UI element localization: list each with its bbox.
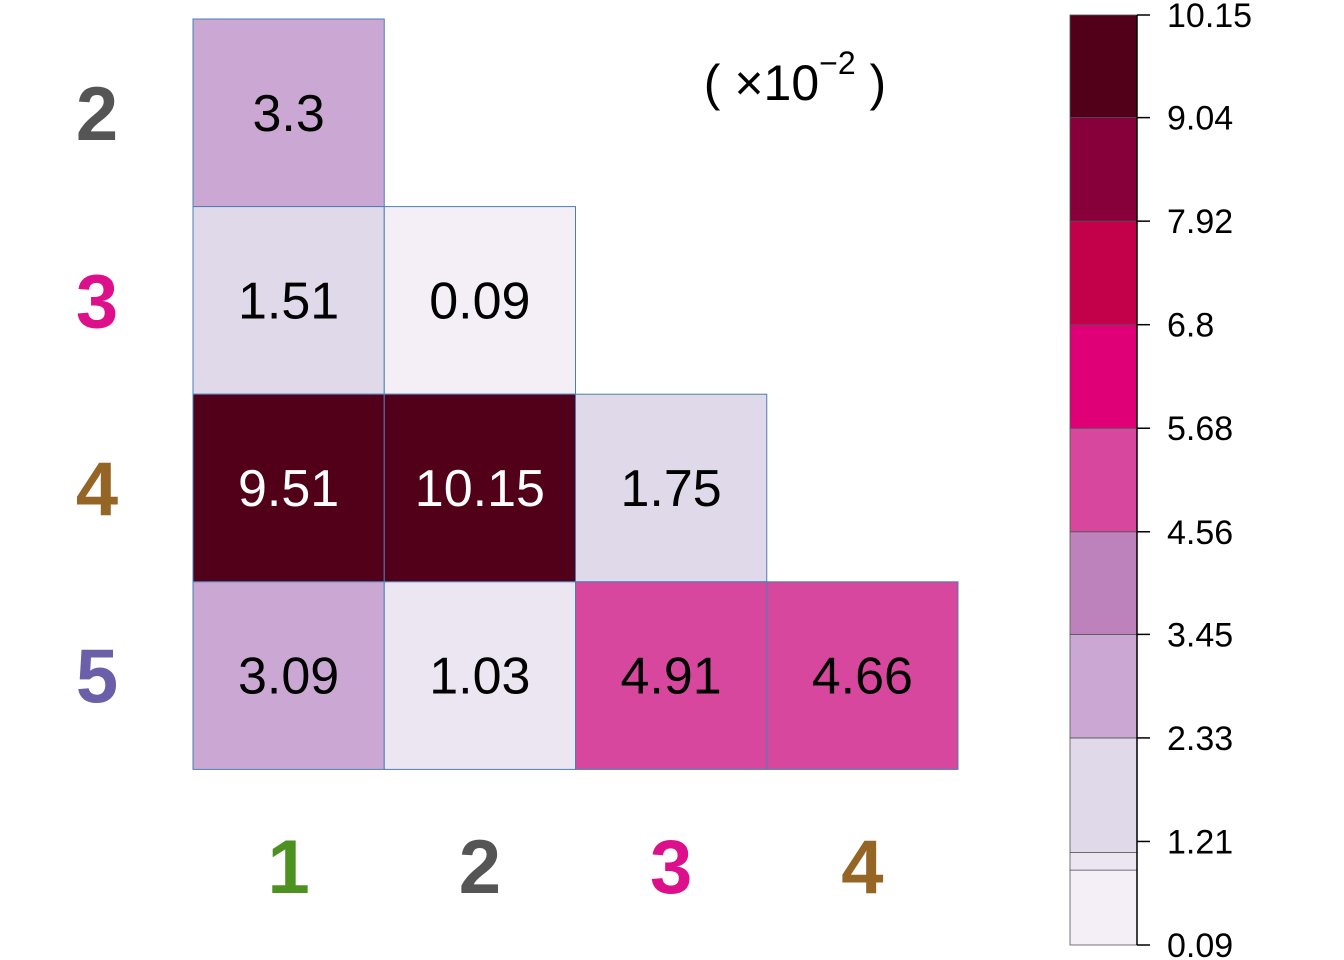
cell-value-label: 4.91 <box>621 648 722 706</box>
colorbar-bin <box>1069 14 1138 119</box>
colorbar-tick-label: 9.04 <box>1167 100 1233 138</box>
heatmap-cell <box>766 581 959 770</box>
colorbar-bin <box>1069 869 1138 946</box>
cell-value-label: 1.03 <box>429 648 530 706</box>
column-label: 2 <box>459 825 501 910</box>
heatmap-cell <box>575 581 768 770</box>
colorbar-tick-label: 10.15 <box>1167 0 1252 35</box>
row-label: 5 <box>76 635 118 720</box>
colorbar-tick-label: 1.21 <box>1167 823 1233 861</box>
heatmap-cell <box>383 393 576 583</box>
row-label: 3 <box>76 259 118 344</box>
heatmap-cell <box>383 206 576 395</box>
colorbar-tick-label: 6.8 <box>1167 307 1214 345</box>
cell-value-label: 10.15 <box>415 460 545 518</box>
column-label: 4 <box>841 825 883 910</box>
column-label: 3 <box>650 825 692 910</box>
scale-note-suffix: ) <box>856 55 887 111</box>
heatmap-cell <box>192 581 385 770</box>
scale-note-prefix: ( ×10 <box>704 55 819 111</box>
colorbar-bin <box>1069 324 1138 429</box>
colorbar-bin <box>1069 633 1138 739</box>
column-labels: 1 2 3 4 <box>267 825 883 910</box>
colorbar-bin <box>1069 427 1138 533</box>
colorbar-tick-label: 3.45 <box>1167 616 1233 654</box>
cell-value-label: 1.51 <box>238 272 339 330</box>
colorbar-tick-label: 0.09 <box>1167 927 1233 960</box>
cell-value-label: 1.75 <box>621 460 722 518</box>
colorbar-bin <box>1069 531 1138 635</box>
heatmap-cell <box>575 393 768 583</box>
heatmap-cell <box>383 581 576 770</box>
heatmap-cells: 3.3 1.51 0.09 9.51 10.15 1.75 3.09 1.03 4.91 4.66 <box>192 18 959 770</box>
heatmap-cell <box>192 206 385 395</box>
scale-note: ( ×10−2 ) <box>704 45 886 111</box>
colorbar: 0.09 1.21 2.33 3.45 4.56 5.68 6.8 7.92 9.04 10.15 <box>1069 0 1252 960</box>
scale-note-exponent: −2 <box>819 45 855 81</box>
row-labels: 2 3 4 5 <box>76 72 118 720</box>
column-label: 1 <box>267 825 309 910</box>
cell-value-label: 9.51 <box>238 460 339 518</box>
cell-value-label: 0.09 <box>429 272 530 330</box>
colorbar-bin <box>1069 737 1138 853</box>
colorbar-tick-label: 2.33 <box>1167 720 1233 758</box>
cell-value-label: 3.3 <box>252 85 324 143</box>
colorbar-bin <box>1069 220 1138 326</box>
colorbar-tick-label: 5.68 <box>1167 410 1233 448</box>
colorbar-tick-label: 4.56 <box>1167 514 1233 552</box>
cell-value-label: 4.66 <box>812 648 913 706</box>
heatmap-cell <box>192 18 385 208</box>
colorbar-tick-label: 7.92 <box>1167 203 1233 241</box>
colorbar-bin <box>1069 117 1138 222</box>
row-label: 4 <box>76 447 118 532</box>
heatmap-cell <box>192 393 385 583</box>
cell-value-label: 3.09 <box>238 648 339 706</box>
colorbar-bin <box>1069 852 1138 871</box>
row-label: 2 <box>76 72 118 157</box>
